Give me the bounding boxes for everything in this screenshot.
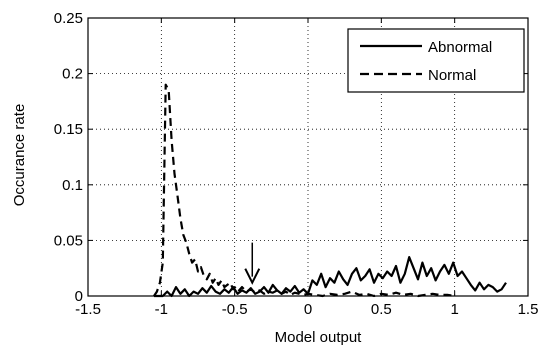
legend: Abnormal Normal — [347, 28, 525, 93]
x-tick-label: 0.5 — [371, 301, 392, 318]
annotation-arrow-head — [244, 268, 261, 285]
legend-label-normal: Normal — [428, 67, 476, 84]
x-tick-label: 1.5 — [518, 301, 539, 318]
y-tick-label: 0 — [75, 288, 83, 305]
x-axis-label: Model output — [275, 329, 363, 345]
y-tick-label: 0.05 — [54, 232, 83, 249]
tick-labels: -1.5 -1 -0.5 0 0.5 1 1.5 0 0.05 0.1 0.15 0.2 0.25 — [54, 10, 539, 318]
x-tick-label: -1.5 — [75, 301, 101, 318]
legend-label-abnormal: Abnormal — [428, 39, 492, 56]
grid — [88, 18, 528, 296]
ticks — [87, 17, 529, 297]
y-tick-label: 0.1 — [62, 177, 83, 194]
x-tick-label: 0 — [304, 301, 312, 318]
y-tick-label: 0.2 — [62, 66, 83, 83]
x-tick-label: 1 — [450, 301, 458, 318]
y-tick-label: 0.15 — [54, 121, 83, 138]
series-layer — [153, 83, 507, 298]
legend-box — [347, 28, 525, 93]
annotation-layer — [244, 242, 261, 285]
x-tick-label: -0.5 — [222, 301, 248, 318]
series-line-abnormal — [154, 256, 507, 298]
y-tick-label: 0.25 — [54, 10, 83, 27]
series-line-normal — [153, 83, 455, 298]
y-axis-label: Occurance rate — [11, 104, 28, 207]
x-tick-label: -1 — [155, 301, 168, 318]
